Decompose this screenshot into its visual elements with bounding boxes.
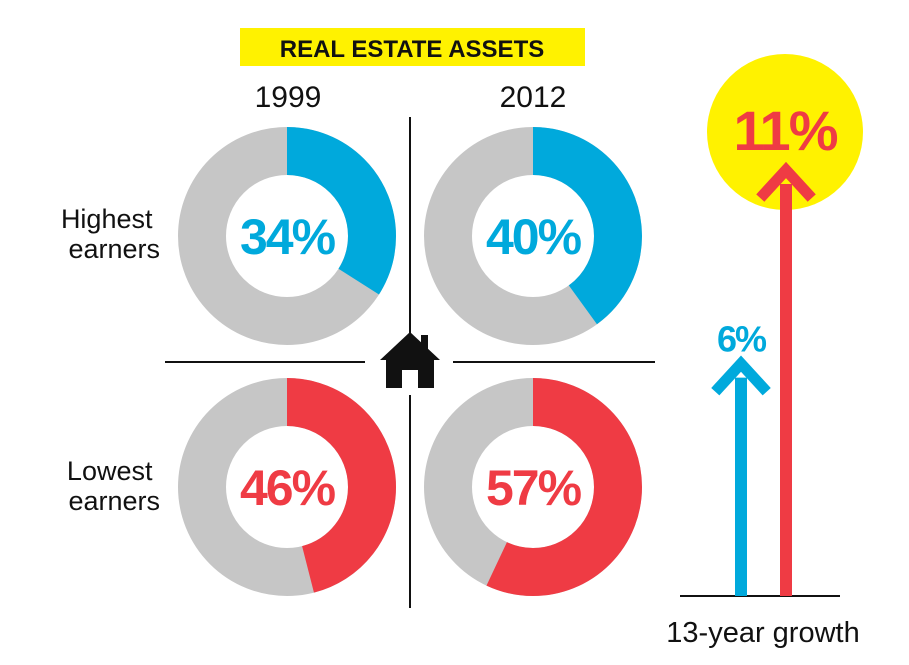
growth-arrow-head-6 [711, 355, 771, 396]
row-label-highest-line-1: Highest [61, 204, 153, 234]
donut-lowest-1999: 46% [178, 378, 396, 596]
row-label-lowest-line-1: Lowest [67, 456, 153, 486]
donut-lowest-2012: 57% [424, 378, 642, 596]
row-label-lowest: Lowest earners [67, 456, 160, 516]
row-label-highest: Highest earners [61, 204, 160, 264]
row-label-highest-line-2: earners [68, 234, 160, 264]
donut-segment-lowest-1999 [178, 378, 396, 596]
growth-arrow-shaft-6 [735, 377, 747, 596]
growth-arrow-head-11 [756, 161, 816, 202]
donut-label-lowest-2012: 57% [486, 460, 582, 516]
year-label-2012: 2012 [500, 81, 567, 114]
growth-panel: 6% 11% [680, 54, 863, 597]
donut-segment-highest-2012 [424, 127, 642, 345]
house-icon [380, 332, 440, 388]
donut-label-lowest-1999: 46% [240, 460, 336, 516]
growth-arrow-shaft-11 [780, 184, 792, 596]
donut-highest-2012: 40% [424, 127, 642, 345]
chart-title: REAL ESTATE ASSETS [280, 36, 544, 63]
year-label-1999: 1999 [255, 81, 322, 114]
donut-segment-highest-1999 [178, 127, 396, 345]
donut-label-highest-1999: 34% [240, 209, 336, 265]
growth-label-11: 11% [734, 99, 838, 162]
donut-label-highest-2012: 40% [486, 209, 582, 265]
donut-grid: 34% 40% 46% 57% [178, 127, 642, 596]
growth-label-6: 6% [717, 319, 767, 360]
row-label-lowest-line-2: earners [68, 486, 160, 516]
growth-highlight-circle [707, 54, 863, 210]
growth-caption: 13-year growth [666, 617, 859, 649]
donut-segment-lowest-2012 [424, 378, 642, 596]
donut-highest-1999: 34% [178, 127, 396, 345]
title-highlight [240, 28, 585, 66]
